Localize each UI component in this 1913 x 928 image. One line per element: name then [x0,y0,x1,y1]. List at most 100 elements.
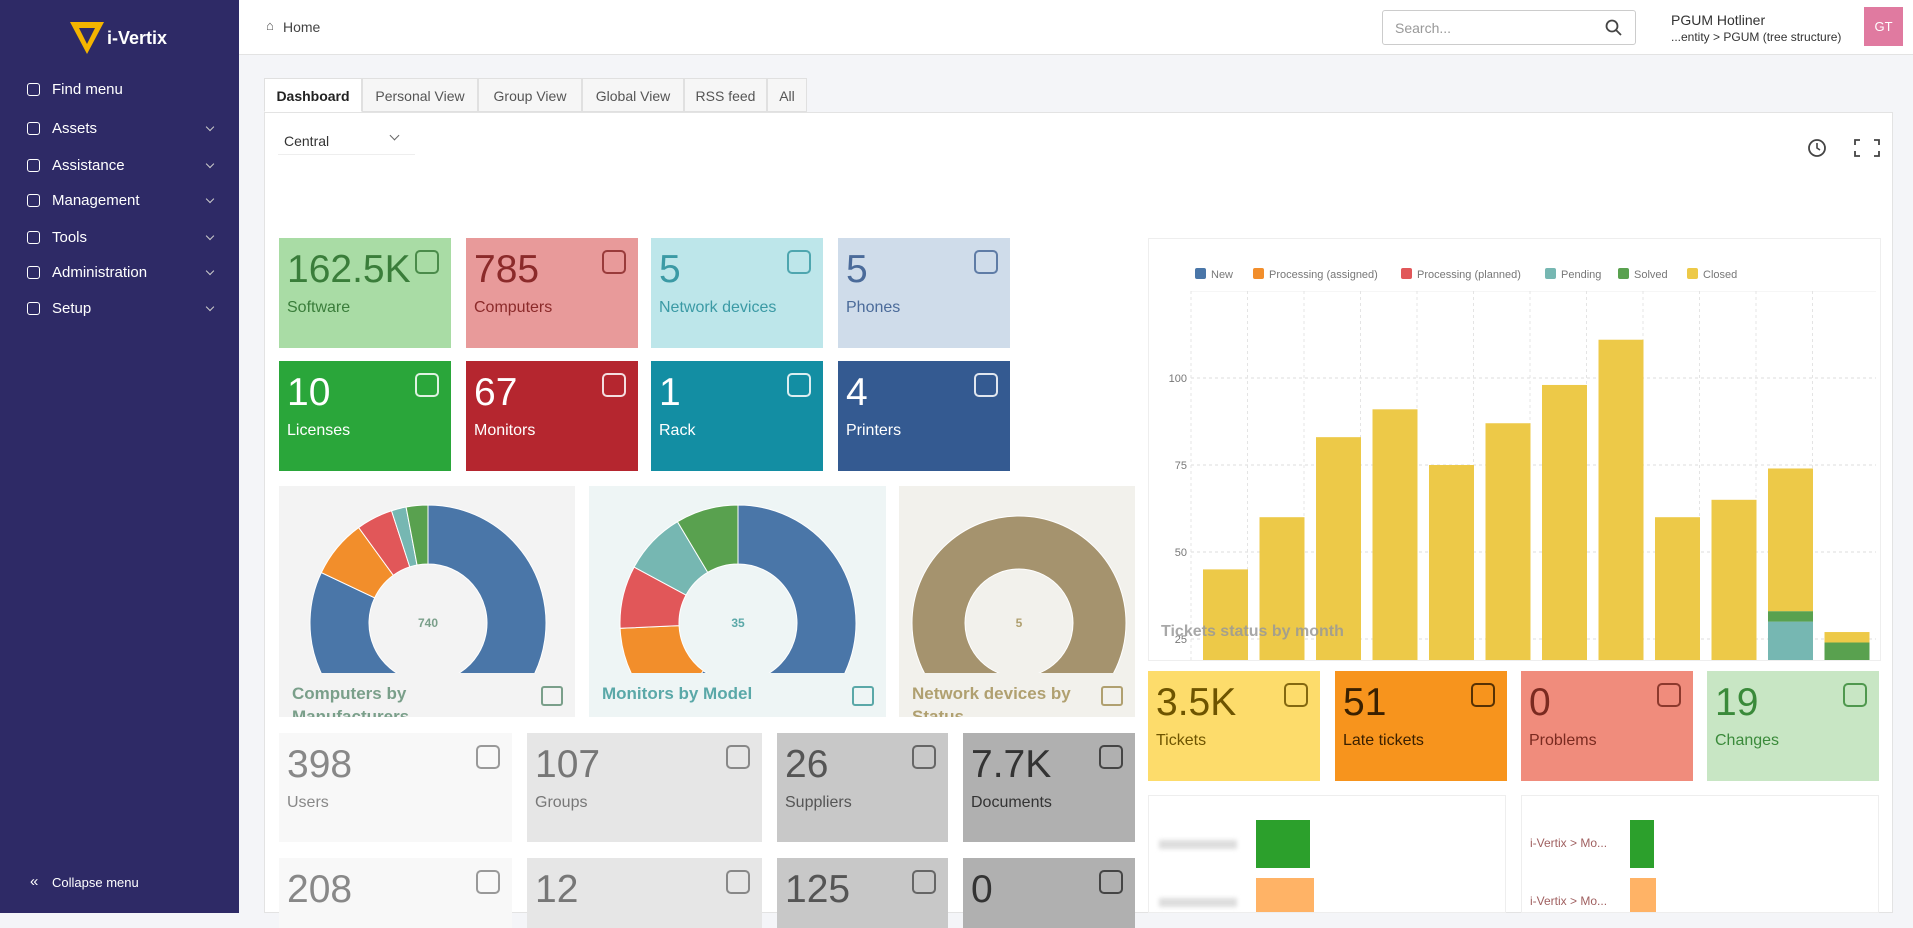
menu-icon [27,122,40,135]
tab[interactable]: All [767,78,807,112]
dashboard-card[interactable]: 67 Monitors [466,361,638,471]
chart-title: Tickets status by month [1161,623,1344,640]
card-label: Monitors [474,422,536,439]
card-value: 67 [474,371,518,414]
menu-icon [27,266,40,279]
dashboard-select[interactable]: Central [278,125,415,155]
donut-segment [701,504,857,673]
dashboard-card[interactable]: 51 Late tickets [1335,671,1507,781]
card-icon [912,745,936,769]
card-icon [476,870,500,894]
search-box[interactable]: Search... [1382,10,1636,45]
avatar[interactable]: GT [1864,7,1903,46]
breadcrumb[interactable]: Home [283,19,321,35]
legend-label: Processing (planned) [1417,269,1521,281]
legend-label: Pending [1561,269,1601,281]
donut: 740 [309,504,547,673]
bar-segment [1655,517,1700,660]
menu-item[interactable]: Tools [52,229,88,246]
dashboard-card[interactable]: 26 Suppliers [777,733,948,842]
dashboard-card[interactable]: 0 [963,858,1135,928]
bar-segment [1824,642,1870,660]
donut-segment [405,504,429,566]
dashboard-card[interactable]: 5 Phones [838,238,1010,348]
card-value: 0 [971,868,993,911]
card-icon [415,250,439,274]
legend-swatch [1545,268,1556,279]
card-value: 5 [659,248,681,291]
menu-item[interactable]: Administration [52,264,148,281]
bar-segment [1203,569,1248,660]
menu-icon [27,83,40,96]
collapse-menu[interactable]: Collapse menu [52,875,139,890]
menu-icon [27,194,40,207]
toolbar-icons [1808,139,1880,157]
dashboard-card[interactable]: 785 Computers [466,238,638,348]
card-icon [1843,683,1867,707]
tab[interactable]: RSS feed [684,78,767,112]
card-icon [1284,683,1308,707]
donut-total: 5 [1016,616,1023,630]
donut-icon [1101,686,1123,706]
list-panel: i-Vertix > Mo... i-Vertix > Mo... [1521,795,1879,913]
menu-item[interactable]: Find menu [52,81,123,98]
donut-icon [852,686,874,706]
dashboard-card[interactable]: 3.5K Tickets [1148,671,1320,781]
tab[interactable]: Global View [582,78,684,112]
card-label: Tickets [1156,732,1207,749]
card-label: Licenses [287,422,351,439]
list-label: i-Vertix > Mo... [1530,894,1608,908]
select-chevron [389,130,400,141]
menu-chevron [205,194,215,204]
sidebar: i-Vertix Find menu Assets Assistance Manage… [0,0,239,913]
donut-title: Monitors by Model [602,684,753,703]
dashboard-card[interactable]: 1 Rack [651,361,823,471]
dashboard-card[interactable]: 4 Printers [838,361,1010,471]
dashboard-card[interactable]: 398 Users [279,733,512,842]
legend-label: Solved [1634,269,1668,281]
donut-card[interactable]: 35 Monitors by Model [589,486,886,717]
dashboard-card[interactable]: 10 Licenses [279,361,451,471]
blurred-label [1159,898,1237,907]
legend-swatch [1195,268,1206,279]
menu-item[interactable]: Assets [52,120,98,137]
dashboard-card[interactable]: 19 Changes [1707,671,1879,781]
tab[interactable]: Personal View [362,78,478,112]
dashboard-card[interactable]: 12 [527,858,762,928]
card-label: Problems [1529,732,1597,749]
card-label: Late tickets [1343,732,1424,749]
legend-swatch [1687,268,1698,279]
card-icon [912,870,936,894]
tab[interactable]: Group View [478,78,582,112]
card-icon [1099,745,1123,769]
donut-card[interactable]: 740 Computers by Manufacturers [279,486,575,717]
card-icon [1657,683,1681,707]
donut-title: Network devices by Status [912,684,1071,717]
card-label: Changes [1715,732,1780,749]
donut-card[interactable]: 5 Network devices by Status [899,486,1135,717]
entity[interactable]: ...entity > PGUM (tree structure) [1671,30,1842,44]
search-icon [1605,19,1622,36]
dashboard-card[interactable]: 208 [279,858,512,928]
dashboard-card[interactable]: 7.7K Documents [963,733,1135,842]
y-tick-label: 25 [1175,634,1187,646]
dashboard-card[interactable]: 0 Problems [1521,671,1693,781]
menu-item[interactable]: Setup [52,300,92,317]
card-value: 12 [535,868,579,911]
search-placeholder: Search... [1395,20,1452,36]
menu-item[interactable]: Management [52,192,140,209]
donut-total: 740 [418,616,438,630]
dashboard-card[interactable]: 162.5K Software [279,238,451,348]
card-value: 10 [287,371,331,414]
user-name[interactable]: PGUM Hotliner [1671,12,1766,28]
dashboard-card[interactable]: 5 Network devices [651,238,823,348]
menu-item[interactable]: Assistance [52,157,125,174]
card-label: Rack [659,422,696,439]
card-value: 51 [1343,681,1387,724]
dashboard-card[interactable]: 125 [777,858,948,928]
donut-segment [911,515,1127,673]
collapse-icon: « [30,873,39,890]
tab[interactable]: Dashboard [264,78,362,112]
dashboard-card[interactable]: 107 Groups [527,733,762,842]
